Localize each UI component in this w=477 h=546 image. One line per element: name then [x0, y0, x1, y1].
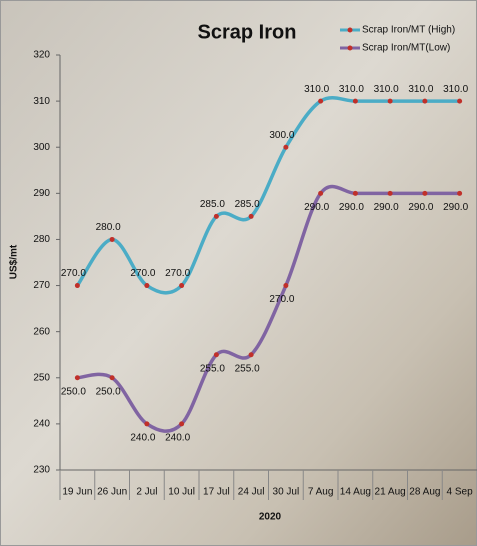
data-point — [283, 144, 289, 150]
legend-marker — [347, 27, 353, 33]
y-tick-label: 280 — [33, 234, 50, 245]
y-tick-label: 310 — [33, 96, 50, 107]
data-point — [179, 283, 185, 289]
data-label: 270.0 — [130, 268, 155, 279]
data-label: 310.0 — [408, 84, 433, 95]
x-tick-label: 4 Sep — [447, 487, 474, 498]
data-label: 310.0 — [304, 84, 329, 95]
x-tick-label: 21 Aug — [375, 487, 406, 498]
x-tick-label: 2 Jul — [136, 487, 157, 498]
x-tick-label: 28 Aug — [409, 487, 440, 498]
data-point — [387, 190, 393, 196]
data-label: 270.0 — [269, 294, 294, 305]
data-label: 270.0 — [165, 268, 190, 279]
chart-title: Scrap Iron — [198, 21, 297, 43]
data-label: 250.0 — [61, 386, 86, 397]
data-label: 310.0 — [339, 84, 364, 95]
x-tick-label: 7 Aug — [308, 487, 334, 498]
data-label: 310.0 — [443, 84, 468, 95]
data-label: 300.0 — [269, 130, 294, 141]
data-point — [422, 190, 428, 196]
data-label: 285.0 — [235, 199, 260, 210]
data-point — [352, 98, 358, 104]
data-label: 250.0 — [96, 386, 121, 397]
y-tick-label: 270 — [33, 280, 50, 291]
x-tick-label: 30 Jul — [273, 487, 300, 498]
y-tick-label: 240 — [33, 419, 50, 430]
data-point — [387, 98, 393, 104]
data-label: 290.0 — [304, 202, 329, 213]
data-point — [318, 190, 324, 196]
y-tick-label: 290 — [33, 188, 50, 199]
y-tick-label: 250 — [33, 372, 50, 383]
data-label: 240.0 — [130, 433, 155, 444]
x-tick-label: 17 Jul — [203, 487, 230, 498]
data-label: 285.0 — [200, 199, 225, 210]
x-tick-label: 19 Jun — [62, 487, 92, 498]
data-label: 290.0 — [408, 202, 433, 213]
data-point — [74, 375, 80, 381]
data-label: 290.0 — [339, 202, 364, 213]
data-label: 255.0 — [235, 363, 260, 374]
data-point — [74, 283, 80, 289]
data-label: 240.0 — [165, 433, 190, 444]
data-point — [457, 98, 463, 104]
data-point — [144, 421, 150, 427]
x-tick-label: 26 Jun — [97, 487, 127, 498]
data-point — [109, 236, 115, 242]
legend-label: Scrap Iron/MT(Low) — [362, 43, 450, 54]
data-point — [248, 352, 254, 358]
data-point — [213, 352, 219, 358]
data-label: 255.0 — [200, 363, 225, 374]
data-point — [213, 213, 219, 219]
data-point — [248, 213, 254, 219]
data-point — [422, 98, 428, 104]
x-axis-title: 2020 — [259, 512, 282, 523]
y-tick-label: 230 — [33, 465, 50, 476]
legend-marker — [347, 45, 353, 51]
data-label: 280.0 — [96, 222, 121, 233]
data-label: 270.0 — [61, 268, 86, 279]
y-tick-label: 320 — [33, 50, 50, 61]
y-axis-title: US$/mt — [9, 244, 20, 279]
data-label: 290.0 — [443, 202, 468, 213]
data-point — [109, 375, 115, 381]
data-point — [144, 283, 150, 289]
data-point — [352, 190, 358, 196]
data-point — [457, 190, 463, 196]
x-tick-label: 14 Aug — [340, 487, 371, 498]
data-point — [318, 98, 324, 104]
data-label: 310.0 — [374, 84, 399, 95]
x-tick-label: 10 Jul — [168, 487, 195, 498]
x-tick-label: 24 Jul — [238, 487, 265, 498]
y-tick-label: 260 — [33, 326, 50, 337]
y-tick-label: 300 — [33, 142, 50, 153]
data-point — [283, 283, 289, 289]
data-label: 290.0 — [374, 202, 399, 213]
legend-label: Scrap Iron/MT (High) — [362, 25, 455, 36]
data-point — [179, 421, 185, 427]
